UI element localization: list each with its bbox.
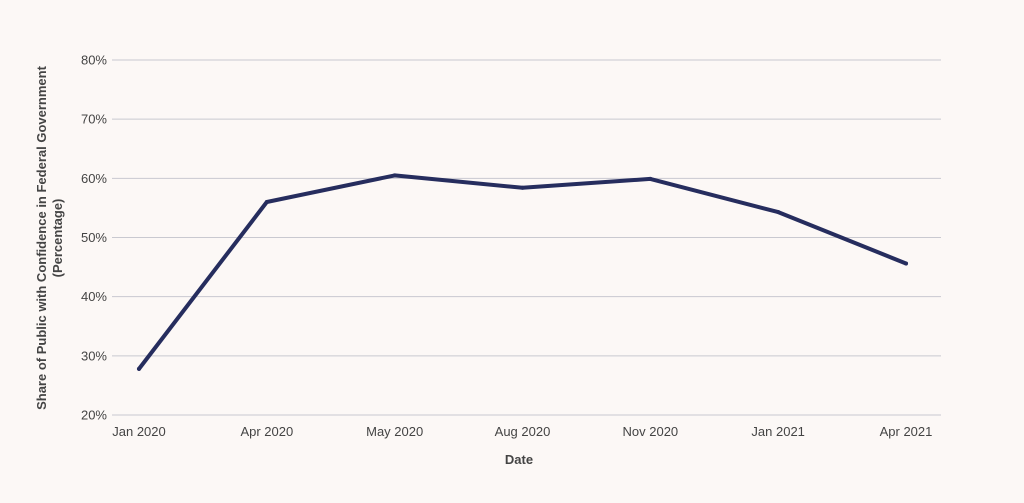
y-tick-label: 80% xyxy=(81,53,107,68)
y-tick-label: 70% xyxy=(81,112,107,127)
y-axis-title-group: Share of Public with Confidence in Feder… xyxy=(34,65,65,410)
x-tick-label: Aug 2020 xyxy=(495,424,551,439)
series-line xyxy=(137,173,908,371)
x-tick-labels: Jan 2020 Apr 2020 May 2020 Aug 2020 Nov 2020… xyxy=(112,424,932,439)
y-tick-label: 50% xyxy=(81,230,107,245)
y-tick-label: 30% xyxy=(81,348,107,363)
y-tick-labels: 20% 30% 40% 50% 60% 70% 80% xyxy=(81,53,107,423)
x-tick-label: Jan 2020 xyxy=(112,424,166,439)
x-tick-label: Nov 2020 xyxy=(623,424,679,439)
y-tick-label: 20% xyxy=(81,408,107,423)
y-tick-label: 40% xyxy=(81,289,107,304)
x-tick-label: Jan 2021 xyxy=(751,424,805,439)
y-axis-subtitle: (Percentage) xyxy=(50,199,65,278)
data-point xyxy=(264,200,269,204)
data-point xyxy=(392,173,397,178)
series-layer xyxy=(137,173,908,371)
gridlines xyxy=(112,59,941,416)
y-tick-label: 60% xyxy=(81,171,107,186)
data-point xyxy=(904,261,908,266)
data-point xyxy=(520,185,525,190)
x-tick-label: Apr 2020 xyxy=(240,424,293,439)
data-point xyxy=(648,176,653,181)
data-point xyxy=(776,210,781,215)
x-tick-label: Apr 2021 xyxy=(880,424,933,439)
data-point xyxy=(137,366,141,371)
x-tick-label: May 2020 xyxy=(366,424,423,439)
x-axis-title: Date xyxy=(505,452,533,467)
y-axis-title: Share of Public with Confidence in Feder… xyxy=(34,65,49,410)
